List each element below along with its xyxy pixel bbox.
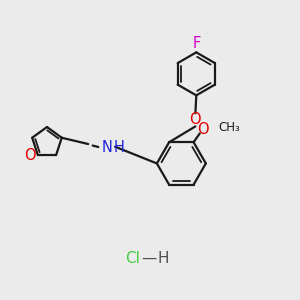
Text: O: O	[24, 148, 36, 164]
Text: F: F	[192, 37, 200, 52]
Text: CH₃: CH₃	[218, 121, 240, 134]
Text: Cl: Cl	[124, 250, 140, 266]
Text: H: H	[158, 250, 169, 266]
Text: N: N	[101, 140, 112, 155]
Text: H: H	[113, 140, 124, 155]
Text: O: O	[197, 122, 208, 137]
Text: O: O	[190, 112, 201, 127]
Text: —: —	[141, 250, 156, 266]
